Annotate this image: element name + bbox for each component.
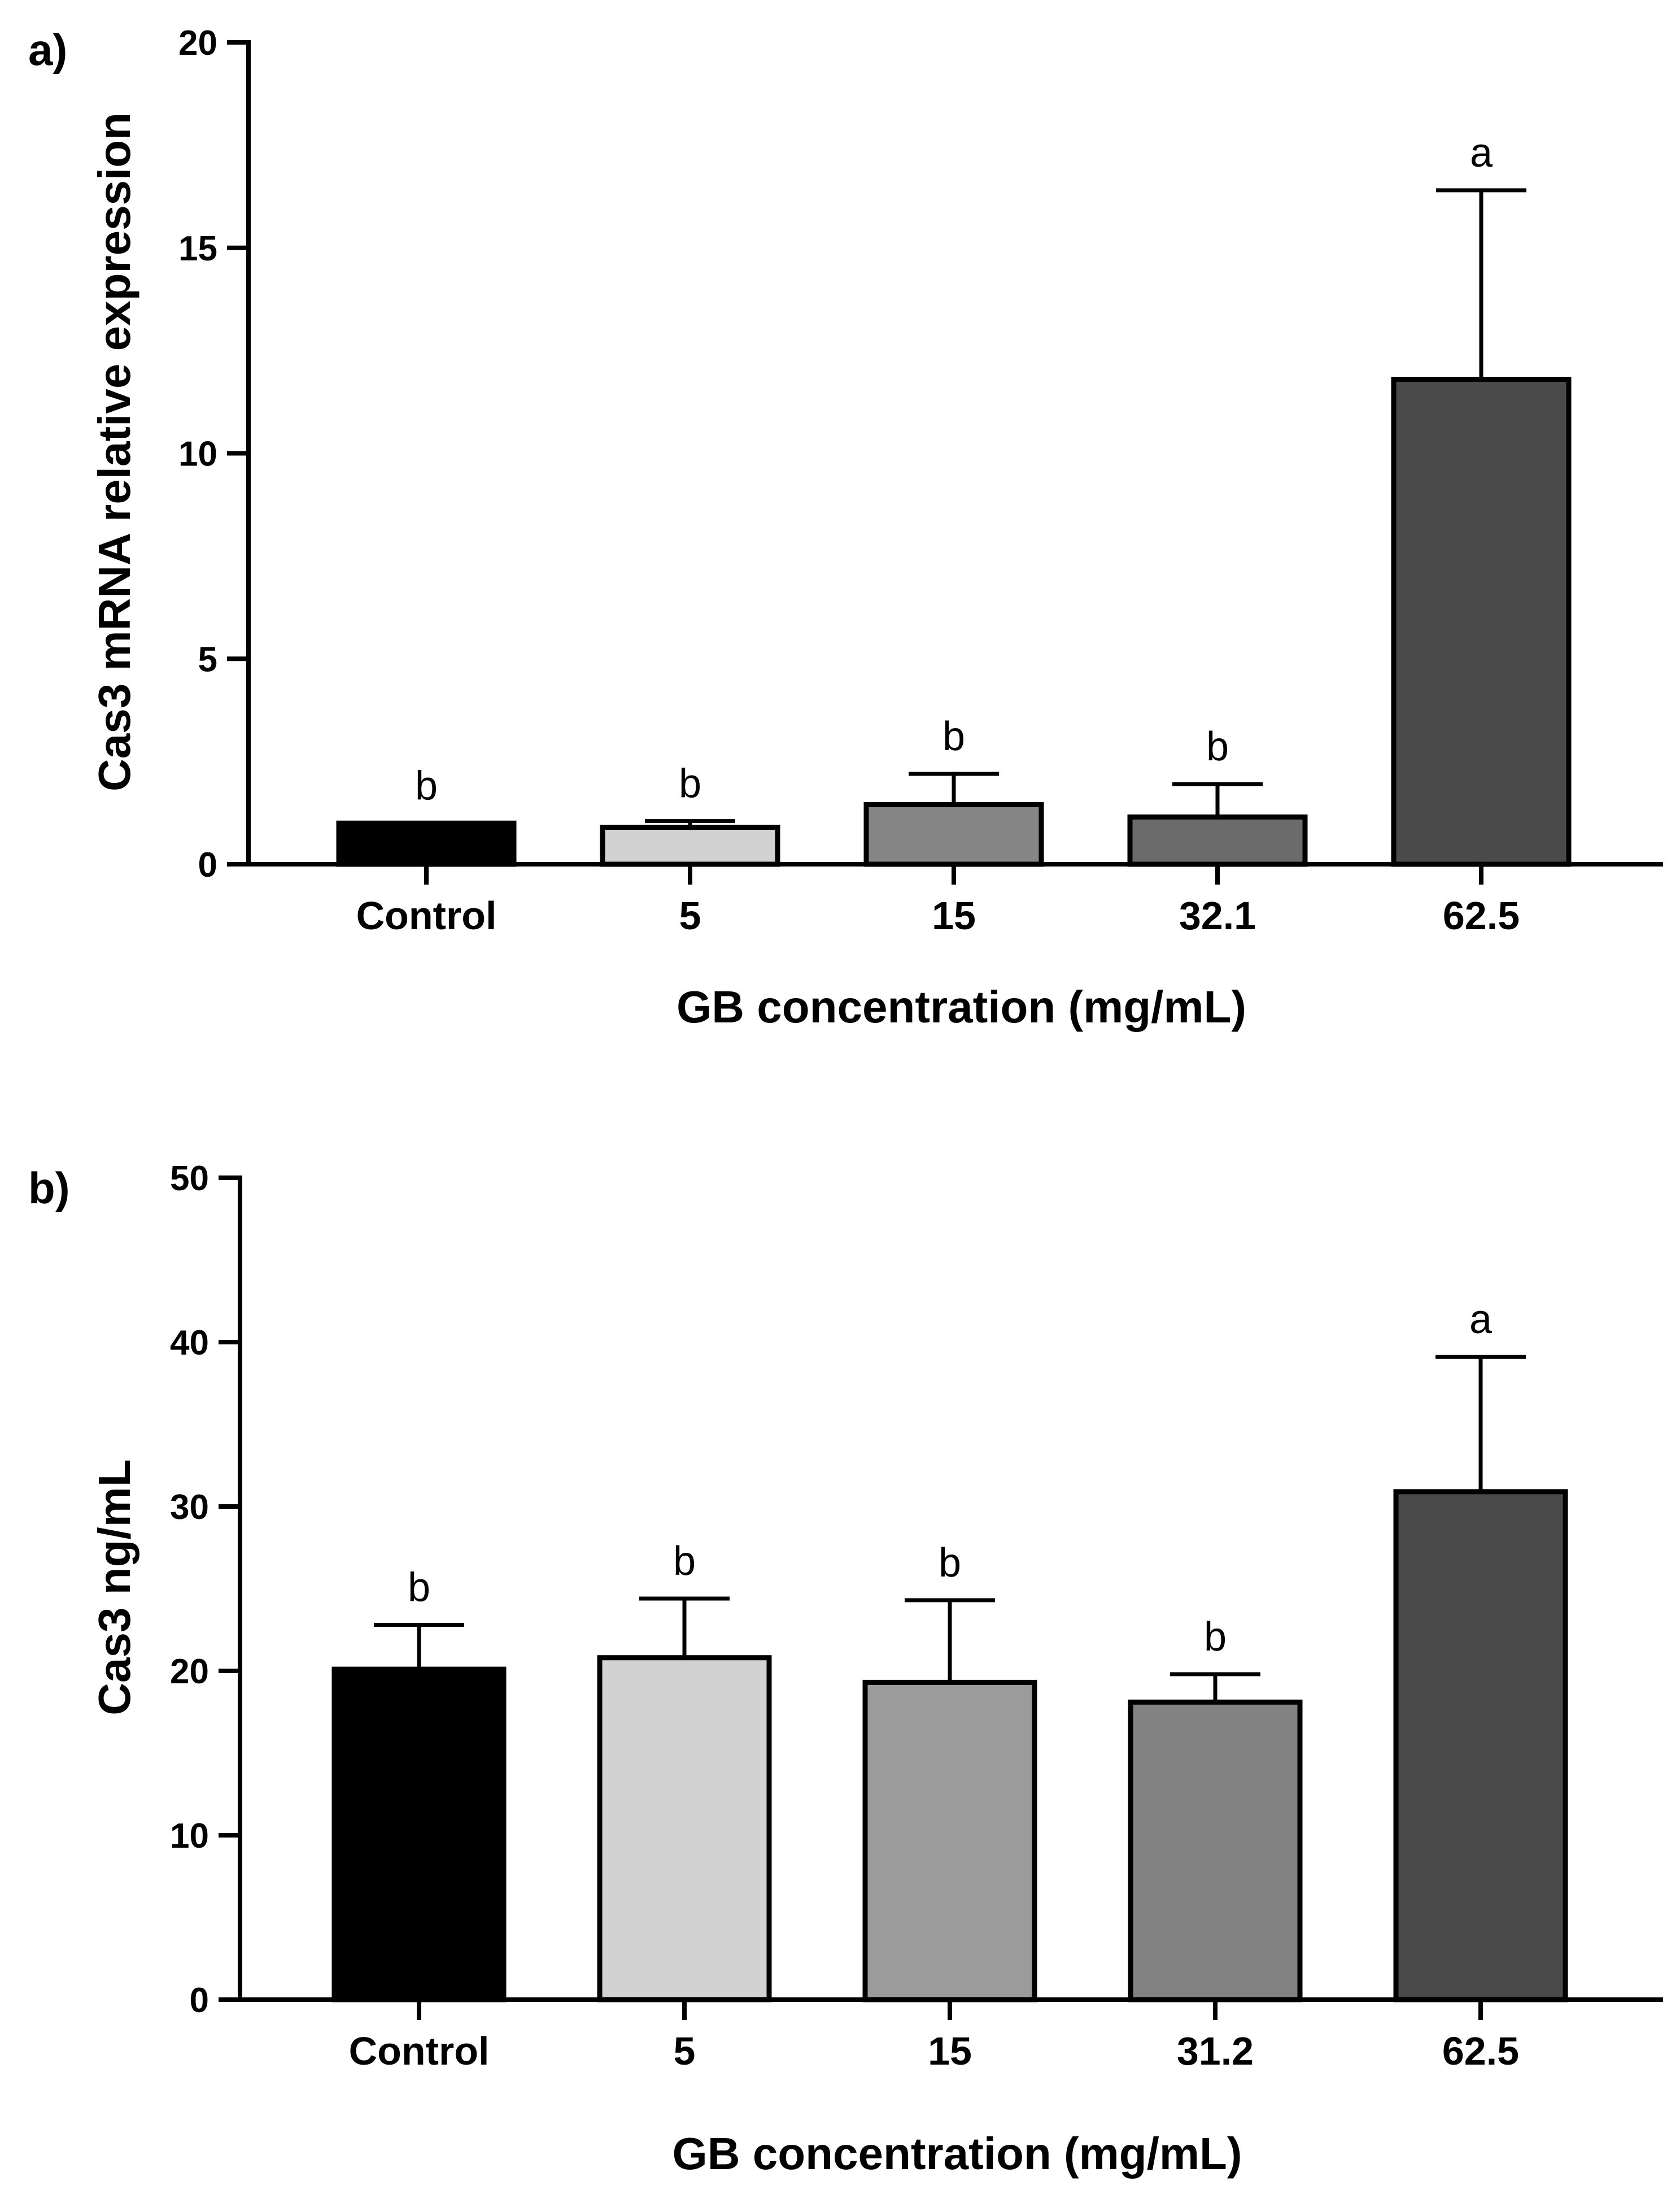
bar [600,825,780,867]
y-tick-label: 0 [198,846,217,885]
x-tick-label: Control [349,2029,490,2073]
bar [331,1666,507,2002]
significance-label: b [942,714,965,759]
bar [336,820,517,867]
significance-label: a [1470,130,1493,176]
bar [1127,814,1308,867]
x-tick-label: 15 [928,2029,972,2073]
significance-label: b [408,1565,430,1610]
y-tick-label: 0 [190,1981,209,2020]
y-tick-label: 15 [178,229,217,268]
significance-label: b [415,763,438,808]
panel-label: b) [28,1163,70,1213]
y-tick-label: 5 [198,640,217,679]
x-tick-label: 31.2 [1177,2029,1254,2073]
x-tick-label: Control [356,894,497,938]
y-axis-title: Cas3 mRNA relative expression [89,112,139,791]
bar [1128,1699,1303,2002]
x-axis-title: GB concentration (mg/mL) [673,2128,1242,2179]
chart-panel-b: b) b Control b 5 b 15 b 31.2 a 62.5 0 10 20 30 40 50 GB c… [28,1159,1663,2179]
significance-label: b [673,1539,696,1584]
y-tick-label: 10 [178,435,217,474]
significance-label: b [939,1540,961,1586]
significance-label: b [1204,1614,1227,1660]
panel-label: a) [28,25,67,75]
x-tick-label: 5 [679,894,701,938]
x-tick-label: 62.5 [1443,894,1520,938]
bar [597,1655,772,2002]
significance-label: b [1206,724,1229,769]
y-tick-label: 30 [170,1488,209,1527]
bar [863,802,1044,867]
y-tick-label: 50 [170,1159,209,1198]
chart-panel-a: a) b Control b 5 b 15 b 32.1 a 62.5 0 5 10 15 20 GB conc… [28,24,1663,1032]
y-axis-title: Cas3 ng/mL [89,1459,139,1715]
significance-label: a [1469,1297,1493,1342]
x-tick-label: 5 [674,2029,696,2073]
y-tick-label: 40 [170,1323,209,1362]
bar [1391,377,1572,867]
significance-label: b [679,761,701,807]
x-tick-label: 15 [932,894,976,938]
x-tick-label: 32.1 [1179,894,1256,938]
x-axis-title: GB concentration (mg/mL) [677,982,1246,1032]
bar [862,1679,1037,2002]
bar [1393,1489,1568,2002]
y-tick-label: 20 [170,1652,209,1691]
y-tick-label: 20 [178,24,217,63]
x-tick-label: 62.5 [1442,2029,1519,2073]
y-tick-label: 10 [170,1817,209,1856]
